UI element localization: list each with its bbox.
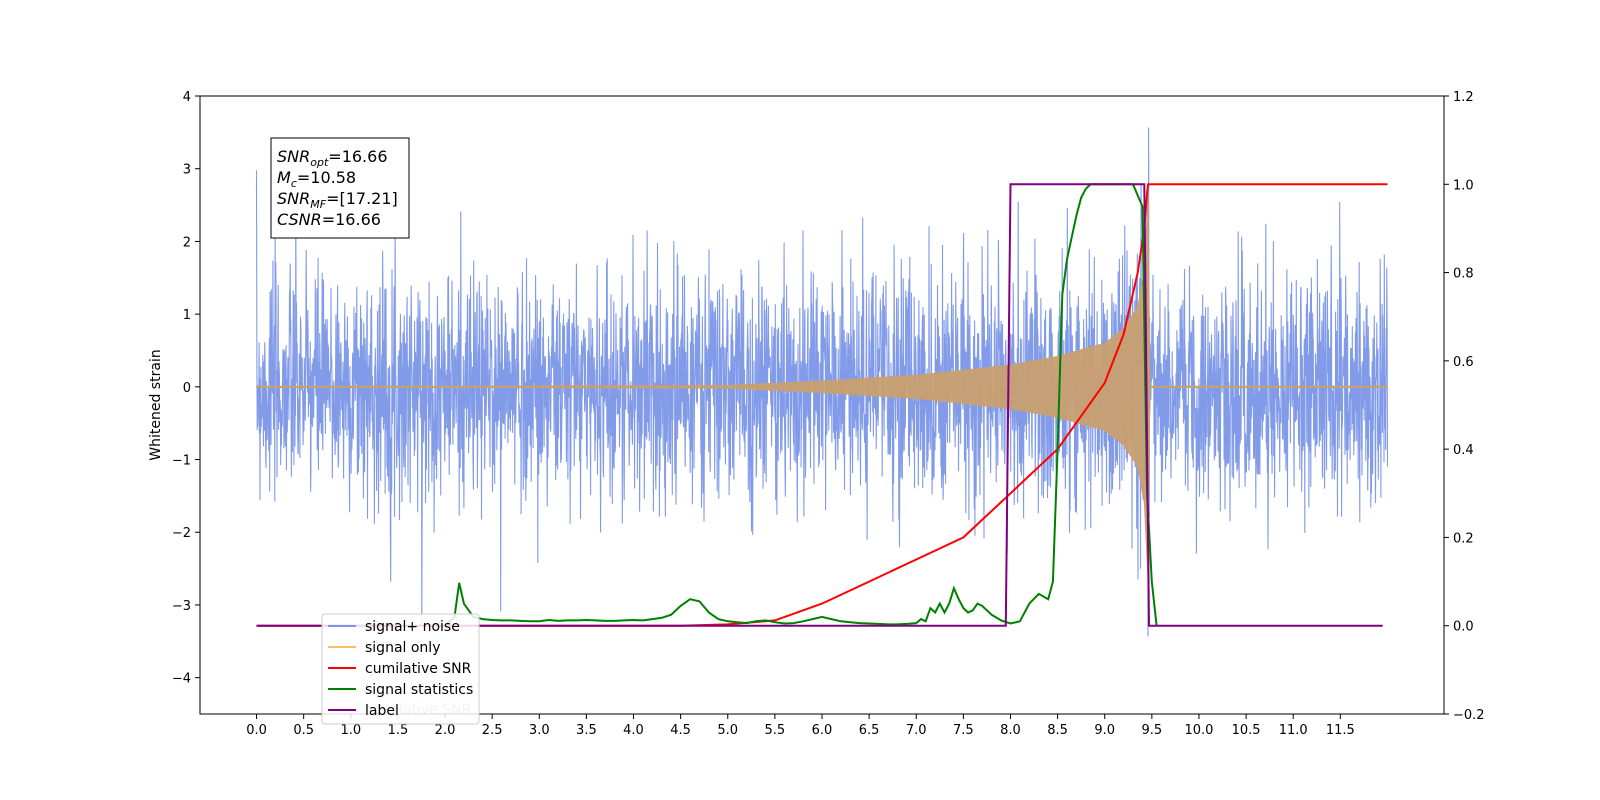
x-tick-label: 1.0 — [340, 723, 361, 738]
y-axis-left: −4 −3 −2 −1 0 1 2 3 4 — [172, 90, 200, 687]
x-tick-label: 9.0 — [1094, 723, 1115, 738]
y-tick-label: 2 — [183, 235, 191, 250]
annotation-line: CSNR=16.66 — [277, 210, 381, 229]
x-tick-label: 2.0 — [435, 723, 456, 738]
annotation-box: SNRopt=16.66Mc=10.58SNRMF=[17.21]CSNR=16… — [270, 137, 410, 239]
x-axis: 0.0 0.5 1.0 1.5 2.0 2.5 3.0 3.5 4.0 4.5 5.0 5.5 6.0 6… — [246, 714, 1355, 738]
y-tick-label: −4 — [172, 672, 191, 687]
y2-tick-label: 0.6 — [1453, 355, 1474, 370]
y-tick-label: −2 — [172, 526, 191, 541]
annotation-line: SNRopt=16.66 — [277, 147, 388, 169]
series-signal-statistics — [444, 183, 1158, 627]
x-tick-label: 2.5 — [482, 723, 503, 738]
x-tick-label: 3.0 — [529, 723, 550, 738]
legend-label: signal+ noise — [365, 619, 460, 635]
series-layer — [255, 127, 1389, 637]
legend-label: signal statistics — [365, 682, 473, 698]
x-tick-label: 0.5 — [293, 723, 314, 738]
y-tick-label: 4 — [183, 90, 191, 105]
y-axis-title: Whitened strain — [148, 349, 164, 460]
x-tick-label: 5.5 — [765, 723, 786, 738]
y2-tick-label: 1.2 — [1453, 90, 1474, 105]
x-tick-label: 10.5 — [1232, 723, 1261, 738]
x-tick-label: 10.0 — [1184, 723, 1213, 738]
x-tick-label: 8.5 — [1047, 723, 1068, 738]
y-axis-right: −0.2 0.0 0.2 0.4 0.6 0.8 1.0 1.2 — [1444, 90, 1485, 723]
x-tick-label: 0.0 — [246, 723, 267, 738]
x-tick-label: 4.5 — [670, 723, 691, 738]
y-tick-label: 1 — [183, 308, 191, 323]
x-tick-label: 7.5 — [953, 723, 974, 738]
x-tick-label: 11.0 — [1279, 723, 1308, 738]
y-tick-label: 0 — [183, 381, 191, 396]
legend-frame — [321, 613, 480, 725]
legend-label: signal only — [365, 640, 440, 656]
x-tick-label: 1.5 — [388, 723, 409, 738]
series-signal-plus-noise — [255, 127, 1389, 637]
y2-tick-label: 0.8 — [1453, 267, 1474, 282]
annotation-line: Mc=10.58 — [277, 168, 356, 190]
y2-tick-label: 0.4 — [1453, 443, 1474, 458]
x-tick-label: 4.0 — [623, 723, 644, 738]
x-tick-label: 5.0 — [717, 723, 738, 738]
x-tick-label: 6.5 — [859, 723, 880, 738]
x-tick-label: 11.5 — [1326, 723, 1355, 738]
y-tick-label: 3 — [183, 163, 191, 178]
y2-tick-label: −0.2 — [1453, 708, 1485, 723]
legend-label: label — [365, 703, 399, 719]
y2-tick-label: 0.2 — [1453, 531, 1474, 546]
annotation-frame — [270, 137, 410, 239]
annotation-line: SNRMF=[17.21] — [277, 189, 398, 211]
x-tick-label: 6.0 — [812, 723, 833, 738]
y2-tick-label: 0.0 — [1453, 620, 1474, 635]
x-tick-label: 9.5 — [1142, 723, 1163, 738]
x-tick-label: 8.0 — [1000, 723, 1021, 738]
legend-label: cumilative SNR — [365, 661, 472, 677]
series-label — [256, 183, 1383, 627]
x-tick-label: 7.0 — [906, 723, 927, 738]
x-tick-label: 3.5 — [576, 723, 597, 738]
y2-tick-label: 1.0 — [1453, 178, 1474, 193]
y-tick-label: −1 — [172, 454, 191, 469]
series-signal-only — [256, 190, 1388, 584]
y-tick-label: −3 — [172, 599, 191, 614]
